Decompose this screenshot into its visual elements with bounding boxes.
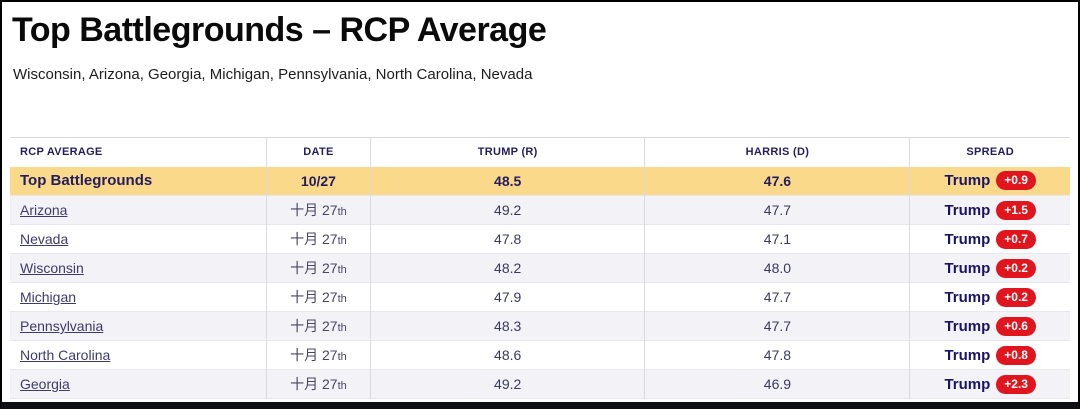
summary-spread-party: Trump	[944, 172, 991, 190]
state-row-georgia: Georgia 十月 27th 49.2 46.9 Trump +2.3	[10, 369, 1070, 399]
trump-value: 47.9	[369, 282, 645, 312]
state-link-nevada[interactable]: Nevada	[20, 231, 69, 247]
state-link-michigan[interactable]: Michigan	[20, 289, 77, 305]
spread-party: Trump	[944, 317, 991, 335]
summary-trump-value: 48.5	[369, 166, 645, 196]
summary-date: 10/27	[266, 166, 371, 196]
state-link-north-carolina[interactable]: North Carolina	[20, 347, 111, 363]
state-link-georgia[interactable]: Georgia	[20, 376, 70, 392]
date-value: 十月 27	[290, 260, 338, 276]
state-row-wisconsin: Wisconsin 十月 27th 48.2 48.0 Trump +0.2	[10, 253, 1070, 283]
harris-value: 47.7	[644, 195, 910, 225]
state-link-arizona[interactable]: Arizona	[20, 202, 68, 218]
trump-value: 49.2	[369, 195, 645, 225]
spread-badge: +0.8	[996, 345, 1036, 365]
state-link-wisconsin[interactable]: Wisconsin	[20, 260, 84, 276]
summary-spread-badge: +0.9	[996, 171, 1036, 191]
spread-badge: +0.7	[996, 229, 1036, 249]
harris-value: 47.1	[644, 224, 910, 254]
state-row-arizona: Arizona 十月 27th 49.2 47.7 Trump +1.5	[10, 195, 1070, 225]
date-suffix: th	[337, 264, 347, 276]
trump-value: 49.2	[369, 369, 645, 399]
spread-badge: +0.2	[996, 258, 1036, 278]
state-row-pennsylvania: Pennsylvania 十月 27th 48.3 47.7 Trump +0.6	[10, 311, 1070, 341]
harris-value: 47.7	[644, 311, 910, 341]
column-header-spread: SPREAD	[909, 137, 1070, 167]
page-title: Top Battlegrounds – RCP Average	[12, 11, 547, 49]
date-value: 十月 27	[290, 318, 338, 334]
spread-party: Trump	[944, 375, 991, 393]
date-value: 十月 27	[290, 376, 338, 392]
summary-label: Top Battlegrounds	[20, 172, 153, 190]
spread-party: Trump	[944, 259, 991, 277]
summary-row: Top Battlegrounds 10/27 48.5 47.6 Trump +…	[10, 166, 1070, 196]
column-header-rcp-average: RCP AVERAGE	[10, 137, 267, 167]
date-suffix: th	[337, 206, 347, 218]
column-header-harris: HARRIS (D)	[644, 137, 910, 167]
spread-badge: +2.3	[996, 374, 1036, 394]
state-row-michigan: Michigan 十月 27th 47.9 47.7 Trump +0.2	[10, 282, 1070, 312]
state-link-pennsylvania[interactable]: Pennsylvania	[20, 318, 104, 334]
spread-party: Trump	[944, 201, 991, 219]
polls-table: RCP AVERAGE DATE TRUMP (R) HARRIS (D) SP…	[10, 137, 1070, 399]
spread-badge: +1.5	[996, 200, 1036, 220]
date-suffix: th	[337, 235, 347, 247]
spread-badge: +0.2	[996, 287, 1036, 307]
harris-value: 48.0	[644, 253, 910, 283]
date-suffix: th	[337, 351, 347, 363]
harris-value: 47.8	[644, 340, 910, 370]
table-header-row: RCP AVERAGE DATE TRUMP (R) HARRIS (D) SP…	[10, 137, 1070, 167]
trump-value: 48.3	[369, 311, 645, 341]
trump-value: 47.8	[369, 224, 645, 254]
page-content: Top Battlegrounds – RCP Average Wisconsi…	[2, 2, 1078, 399]
spread-party: Trump	[944, 230, 991, 248]
trump-value: 48.2	[369, 253, 645, 283]
spread-party: Trump	[944, 288, 991, 306]
page-subtitle: Wisconsin, Arizona, Georgia, Michigan, P…	[13, 66, 533, 83]
trump-value: 48.6	[369, 340, 645, 370]
column-header-trump: TRUMP (R)	[369, 137, 645, 167]
harris-value: 46.9	[644, 369, 910, 399]
date-suffix: th	[337, 322, 347, 334]
date-value: 十月 27	[290, 202, 338, 218]
harris-value: 47.7	[644, 282, 910, 312]
state-row-north-carolina: North Carolina 十月 27th 48.6 47.8 Trump +0…	[10, 340, 1070, 370]
date-value: 十月 27	[290, 289, 338, 305]
date-value: 十月 27	[290, 347, 338, 363]
spread-badge: +0.6	[996, 316, 1036, 336]
spread-party: Trump	[944, 346, 991, 364]
date-suffix: th	[337, 380, 347, 392]
summary-harris-value: 47.6	[644, 166, 910, 196]
column-header-date: DATE	[266, 137, 371, 167]
date-value: 十月 27	[290, 231, 338, 247]
date-suffix: th	[337, 293, 347, 305]
state-row-nevada: Nevada 十月 27th 47.8 47.1 Trump +0.7	[10, 224, 1070, 254]
